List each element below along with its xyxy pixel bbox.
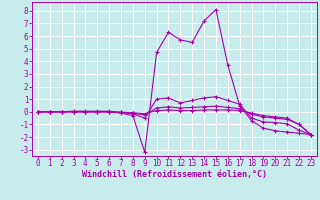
X-axis label: Windchill (Refroidissement éolien,°C): Windchill (Refroidissement éolien,°C) <box>82 170 267 179</box>
